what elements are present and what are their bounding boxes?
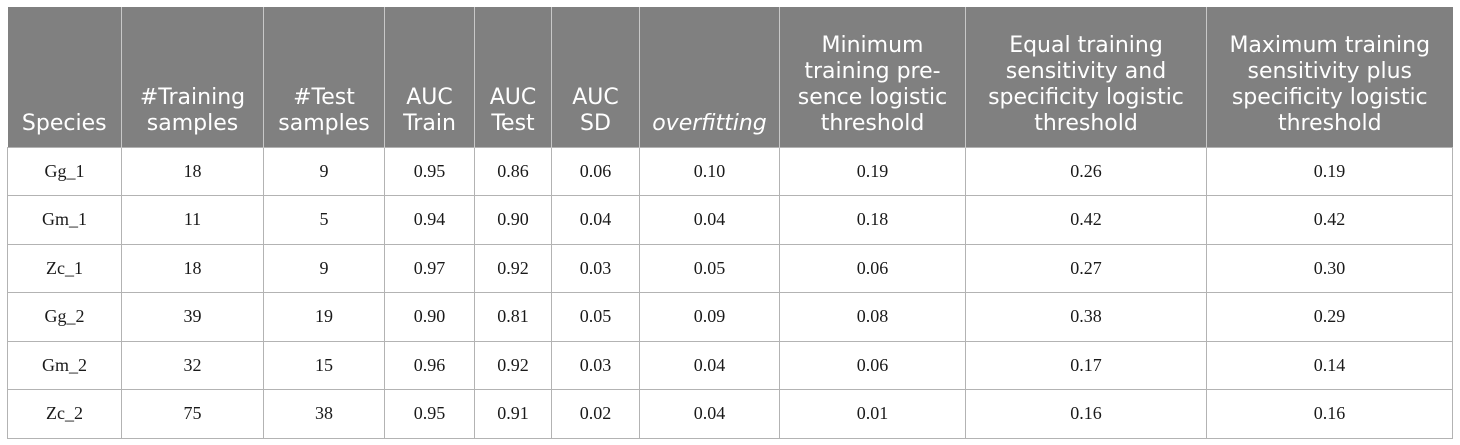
- cell-test-samples: 19: [263, 292, 385, 342]
- cell-auc-train: 0.95: [384, 389, 475, 439]
- cell-max-sens-plus-spec: 0.29: [1206, 292, 1453, 342]
- header-min-training-presence-threshold: Minimum training pre-sence logistic thre…: [779, 7, 966, 147]
- cell-training-samples: 18: [121, 146, 264, 196]
- cell-overfitting: 0.05: [639, 243, 780, 293]
- cell-training-samples: 32: [121, 340, 264, 390]
- header-auc-test: AUC Test: [474, 7, 552, 147]
- cell-training-samples: 18: [121, 243, 264, 293]
- cell-equal-sens-spec: 0.42: [965, 195, 1207, 245]
- cell-species: Gm_2: [7, 340, 122, 390]
- cell-auc-sd: 0.05: [551, 292, 640, 342]
- cell-overfitting: 0.04: [639, 340, 780, 390]
- cell-test-samples: 9: [263, 243, 385, 293]
- header-training-samples: #Training samples: [121, 7, 264, 147]
- cell-species: Gg_1: [7, 146, 122, 196]
- table-header: Species #Training samples #Test samples …: [7, 7, 1453, 147]
- cell-max-sens-plus-spec: 0.19: [1206, 146, 1453, 196]
- cell-species: Zc_2: [7, 389, 122, 439]
- cell-auc-sd: 0.02: [551, 389, 640, 439]
- header-test-samples: #Test samples: [263, 7, 385, 147]
- cell-training-samples: 11: [121, 195, 264, 245]
- table-row: Gg_2 39 19 0.90 0.81 0.05 0.09 0.08 0.38…: [7, 292, 1453, 342]
- cell-auc-train: 0.94: [384, 195, 475, 245]
- cell-auc-test: 0.92: [474, 243, 552, 293]
- cell-equal-sens-spec: 0.38: [965, 292, 1207, 342]
- cell-auc-test: 0.86: [474, 146, 552, 196]
- cell-species: Zc_1: [7, 243, 122, 293]
- cell-min-training-presence: 0.19: [779, 146, 966, 196]
- cell-auc-sd: 0.03: [551, 340, 640, 390]
- cell-overfitting: 0.09: [639, 292, 780, 342]
- header-equal-sens-spec-threshold: Equal training sensitivity and specifici…: [965, 7, 1207, 147]
- table-row: Gm_1 11 5 0.94 0.90 0.04 0.04 0.18 0.42 …: [7, 195, 1453, 245]
- cell-min-training-presence: 0.06: [779, 243, 966, 293]
- cell-overfitting: 0.04: [639, 389, 780, 439]
- cell-max-sens-plus-spec: 0.30: [1206, 243, 1453, 293]
- cell-test-samples: 5: [263, 195, 385, 245]
- cell-auc-sd: 0.03: [551, 243, 640, 293]
- cell-test-samples: 9: [263, 146, 385, 196]
- cell-max-sens-plus-spec: 0.42: [1206, 195, 1453, 245]
- header-row: Species #Training samples #Test samples …: [7, 7, 1453, 147]
- cell-min-training-presence: 0.01: [779, 389, 966, 439]
- cell-auc-test: 0.90: [474, 195, 552, 245]
- header-max-sens-plus-spec-threshold: Maximum training sensitivity plus specif…: [1206, 7, 1453, 147]
- cell-test-samples: 38: [263, 389, 385, 439]
- cell-training-samples: 39: [121, 292, 264, 342]
- cell-auc-test: 0.91: [474, 389, 552, 439]
- cell-auc-train: 0.95: [384, 146, 475, 196]
- table-row: Gg_1 18 9 0.95 0.86 0.06 0.10 0.19 0.26 …: [7, 146, 1453, 196]
- cell-equal-sens-spec: 0.16: [965, 389, 1207, 439]
- cell-auc-train: 0.90: [384, 292, 475, 342]
- header-auc-train: AUC Train: [384, 7, 475, 147]
- header-auc-sd: AUC SD: [551, 7, 640, 147]
- header-species: Species: [7, 7, 122, 147]
- cell-auc-test: 0.81: [474, 292, 552, 342]
- table-body: Gg_1 18 9 0.95 0.86 0.06 0.10 0.19 0.26 …: [7, 146, 1453, 439]
- cell-equal-sens-spec: 0.27: [965, 243, 1207, 293]
- cell-test-samples: 15: [263, 340, 385, 390]
- table-row: Zc_1 18 9 0.97 0.92 0.03 0.05 0.06 0.27 …: [7, 243, 1453, 293]
- cell-overfitting: 0.04: [639, 195, 780, 245]
- cell-max-sens-plus-spec: 0.16: [1206, 389, 1453, 439]
- results-table: Species #Training samples #Test samples …: [7, 7, 1453, 439]
- cell-species: Gg_2: [7, 292, 122, 342]
- cell-auc-test: 0.92: [474, 340, 552, 390]
- cell-auc-sd: 0.06: [551, 146, 640, 196]
- header-overfitting: overfitting: [639, 7, 780, 147]
- cell-auc-train: 0.97: [384, 243, 475, 293]
- cell-overfitting: 0.10: [639, 146, 780, 196]
- table-row: Zc_2 75 38 0.95 0.91 0.02 0.04 0.01 0.16…: [7, 389, 1453, 439]
- cell-equal-sens-spec: 0.17: [965, 340, 1207, 390]
- cell-min-training-presence: 0.06: [779, 340, 966, 390]
- table-row: Gm_2 32 15 0.96 0.92 0.03 0.04 0.06 0.17…: [7, 340, 1453, 390]
- cell-min-training-presence: 0.18: [779, 195, 966, 245]
- cell-auc-sd: 0.04: [551, 195, 640, 245]
- cell-max-sens-plus-spec: 0.14: [1206, 340, 1453, 390]
- cell-species: Gm_1: [7, 195, 122, 245]
- cell-auc-train: 0.96: [384, 340, 475, 390]
- cell-min-training-presence: 0.08: [779, 292, 966, 342]
- cell-training-samples: 75: [121, 389, 264, 439]
- cell-equal-sens-spec: 0.26: [965, 146, 1207, 196]
